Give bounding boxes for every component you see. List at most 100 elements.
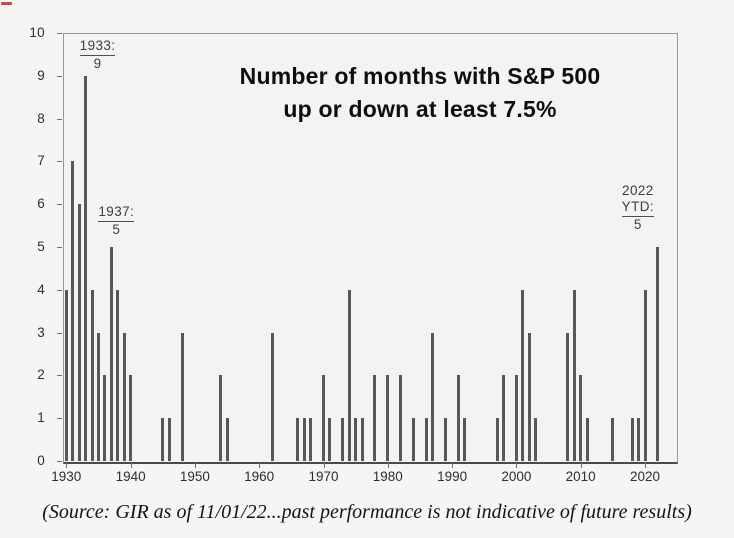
bar-1974	[347, 289, 351, 461]
bar-1997	[495, 418, 499, 461]
y-tick-mark-5	[57, 247, 62, 248]
x-tick-mark-1930	[66, 463, 68, 468]
y-tick-label-3: 3	[37, 324, 45, 340]
bar-1931	[71, 161, 75, 461]
bar-2002	[527, 332, 531, 461]
x-tick-mark-1950	[194, 463, 196, 468]
bar-1998	[502, 375, 506, 461]
x-tick-mark-2010	[580, 463, 582, 468]
chart-title-line-2: up or down at least 7.5%	[283, 96, 557, 122]
bar-1987	[431, 332, 435, 461]
x-tick-label-2010: 2010	[565, 469, 596, 484]
y-tick-label-1: 1	[37, 410, 45, 426]
y-tick-label-10: 10	[29, 25, 45, 40]
y-tick-mark-0	[57, 461, 62, 462]
bar-1948	[180, 332, 184, 461]
bar-1962	[270, 332, 274, 461]
y-tick-mark-10	[57, 33, 62, 34]
bar-2009	[572, 289, 576, 461]
x-tick-mark-1960	[259, 463, 261, 468]
bar-1984	[412, 418, 416, 461]
bar-1936	[103, 375, 107, 461]
x-tick-label-1950: 1950	[179, 469, 210, 484]
y-tick-label-5: 5	[37, 239, 45, 254]
y-tick-label-8: 8	[37, 110, 45, 126]
bar-1930	[64, 289, 68, 461]
y-tick-label-9: 9	[37, 67, 45, 83]
x-tick-label-1990: 1990	[437, 469, 468, 484]
bar-2000	[514, 375, 518, 461]
bar-1932	[77, 204, 81, 461]
y-tick-label-4: 4	[37, 281, 45, 297]
x-tick-mark-2020	[645, 463, 646, 468]
bar-1967	[302, 418, 306, 461]
bar-1973	[341, 418, 345, 461]
annotation-1933-value: 9	[93, 55, 102, 71]
bar-2018	[630, 418, 634, 461]
y-tick-mark-8	[57, 118, 62, 120]
bar-1989	[444, 418, 448, 461]
source-note: (Source: GIR as of 11/01/22...past perfo…	[42, 501, 692, 523]
x-tick-mark-2000	[516, 463, 518, 468]
y-tick-mark-7	[57, 161, 62, 163]
bar-1934	[90, 289, 94, 461]
chart-title: Number of months with S&P 500 up or down…	[170, 60, 670, 126]
x-tick-label-1960: 1960	[244, 469, 275, 484]
bar-1978	[373, 375, 377, 461]
bar-1945	[161, 418, 165, 461]
bar-2015	[611, 418, 615, 461]
bar-2019	[637, 418, 641, 461]
bar-2020	[643, 289, 647, 461]
bar-1980	[386, 375, 390, 461]
annotation-2022-label-0: 2022	[622, 183, 654, 198]
x-tick-label-1930: 1930	[51, 469, 82, 484]
x-tick-label-2000: 2000	[501, 469, 532, 484]
bar-1935	[96, 332, 100, 461]
bar-2011	[585, 418, 589, 461]
bar-1970	[322, 375, 325, 461]
y-tick-mark-2	[57, 375, 62, 377]
bar-2010	[579, 375, 583, 461]
bar-1991	[457, 375, 461, 461]
y-tick-label-0: 0	[37, 453, 45, 468]
y-tick-mark-9	[57, 75, 62, 77]
x-tick-label-1940: 1940	[115, 469, 146, 484]
y-tick-mark-6	[57, 204, 62, 206]
bar-1938	[116, 289, 120, 461]
bar-1971	[328, 418, 332, 461]
x-tick-mark-1980	[387, 463, 389, 468]
x-tick-mark-1940	[130, 463, 132, 468]
y-tick-label-7: 7	[37, 153, 45, 169]
annotation-1937-label-0: 1937:	[71, 204, 161, 222]
bar-1940	[129, 375, 133, 461]
bar-1982	[399, 375, 403, 461]
y-tick-label-6: 6	[37, 196, 45, 212]
bar-1968	[309, 418, 313, 461]
x-tick-label-1980: 1980	[372, 469, 403, 484]
y-tick-label-2: 2	[37, 367, 45, 383]
y-tick-mark-4	[57, 289, 62, 291]
bar-1954	[219, 375, 223, 461]
annotation-1933-label-0: 1933:	[53, 38, 143, 56]
annotation-2022: 2022 YTD: 5	[593, 183, 683, 233]
bar-1955	[225, 418, 229, 461]
bar-1946	[167, 418, 171, 461]
annotation-1937-value: 5	[112, 222, 121, 237]
bar-2022	[656, 247, 660, 461]
bar-1939	[122, 332, 126, 461]
bar-1933	[84, 75, 88, 461]
bar-1937	[109, 247, 113, 461]
y-tick-mark-3	[57, 332, 62, 334]
annotation-1933: 1933: 9	[53, 38, 143, 72]
bar-1976	[360, 418, 364, 461]
bar-1992	[463, 418, 467, 461]
y-tick-mark-1	[57, 418, 62, 420]
annotation-2022-value: 5	[633, 217, 642, 232]
x-tick-label-2020: 2020	[629, 469, 661, 484]
annotation-1937: 1937: 5	[71, 204, 161, 238]
chart-title-line-1: Number of months with S&P 500	[239, 63, 601, 89]
red-corner-mark	[1, 2, 12, 5]
bar-2001	[521, 289, 525, 461]
bar-2008	[566, 332, 570, 461]
